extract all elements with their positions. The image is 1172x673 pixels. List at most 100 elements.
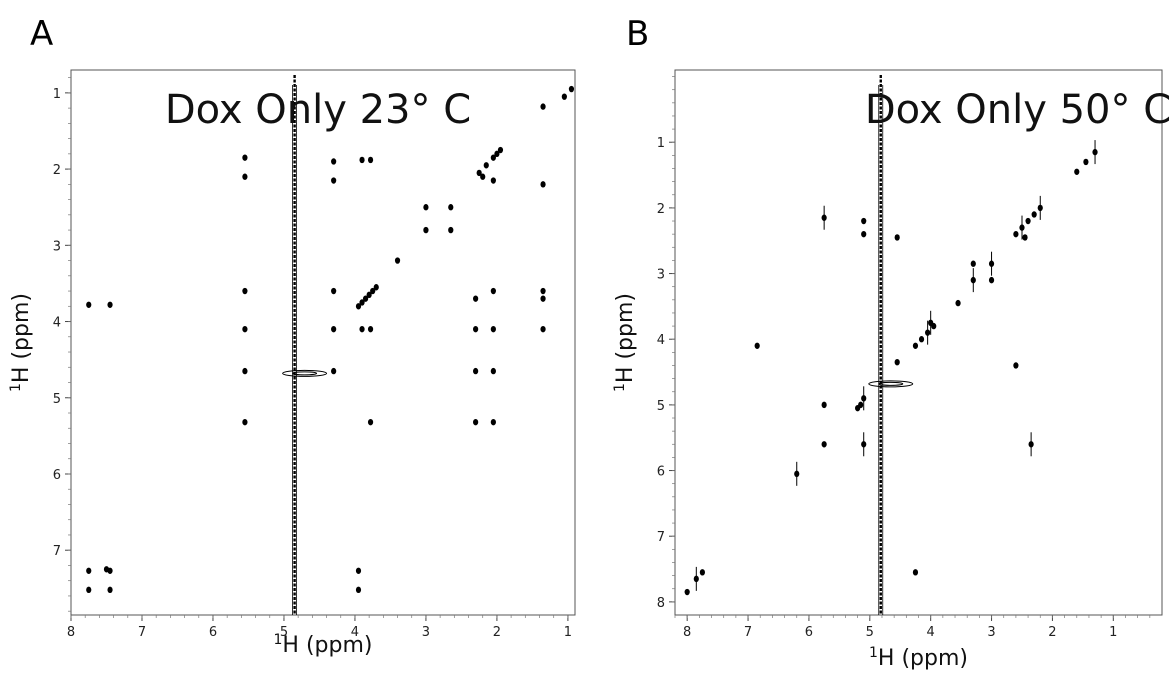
cross-peak [480,173,486,180]
x-tick-label: 2 [1048,625,1056,640]
cross-peak [912,342,919,349]
cross-peak [1022,234,1028,241]
x-tick-label: 6 [209,625,217,640]
solvent-ridge [878,381,904,386]
x-tick-label: 4 [927,625,935,640]
cross-peak [423,226,429,234]
cross-peak [473,325,479,333]
x-axis-label: 1H (ppm) [274,632,373,658]
x-axis-label: 1H (ppm) [869,645,968,671]
cross-peak [394,257,401,264]
cross-peak [331,367,337,375]
x-tick-label: 7 [138,625,146,640]
x-tick-label: 8 [683,625,691,640]
y-tick-label: 3 [53,239,61,254]
x-tick-label: 5 [866,625,874,640]
cross-peak [861,230,867,238]
cross-peak [367,156,374,164]
cross-peak [540,325,546,333]
cross-peak [362,295,369,302]
cross-peak [918,336,925,343]
y-tick-label: 2 [53,163,61,178]
chart-panel-a: 8 7 6 5 4 3 2 1 1 2 3 4 5 6 7 Dox Only 23° C 1H (ppm) 1H … [8,69,576,658]
cross-peak [86,301,92,308]
cross-peak [242,154,248,161]
y-tick-label: 1 [53,87,61,102]
panel-label-b: B [626,14,650,54]
cross-peak [107,586,113,594]
chart-panel-b: 8 7 6 5 4 3 2 1 1 2 3 4 5 6 7 8 Dox Only 50° C 1H (ppm) 1H… [612,69,1171,671]
cross-peak [988,276,995,284]
cross-peak [754,342,760,349]
cross-peak [497,146,504,154]
cross-peak [540,287,546,295]
x-tick-label: 4 [351,625,359,640]
cross-peak [423,204,429,211]
cross-peak [107,301,113,308]
cross-peak [242,325,248,333]
cross-peak [561,93,567,100]
cross-peak [970,260,976,267]
cross-peak [355,586,362,594]
cross-peak [366,291,372,299]
cross-peak [483,162,489,169]
cross-peak [684,588,690,596]
cross-peak [103,566,110,573]
cross-peak [1025,217,1031,225]
plot-frame [70,69,576,616]
cross-peak [86,586,92,594]
x-tick-label: 5 [280,625,288,640]
cross-peak [855,404,861,412]
chart-title: Dox Only 50° C [865,87,1171,133]
cross-peak [331,177,337,184]
cross-peak [242,287,248,295]
cross-peak [821,441,827,448]
plot-frame [674,69,1163,616]
x-tick-label: 2 [493,625,501,640]
cross-peak [490,325,496,333]
y-axis-label: 1H (ppm) [8,293,34,392]
cross-peak [490,177,496,184]
cross-peak [540,181,546,188]
cross-peak [359,325,365,333]
cross-peak [494,150,500,158]
x-tick-label: 3 [422,625,430,640]
cross-peak [490,418,496,426]
cross-peak [355,303,362,310]
y-tick-label: 3 [657,268,665,283]
chart-title: Dox Only 23° C [165,87,471,133]
cross-peak [699,569,705,576]
y-tick-label: 4 [53,316,61,331]
cross-peak [473,295,479,302]
cross-peak [331,325,337,333]
cross-peak [955,299,961,307]
y-tick-label: 8 [657,596,665,611]
y-tick-label: 6 [53,468,61,483]
cross-peak [367,325,374,333]
cross-peak [242,367,248,375]
cross-peak [894,358,900,366]
cross-peak [1013,230,1019,238]
cross-peak [242,173,248,180]
y-tick-label: 1 [657,136,665,151]
cross-peak [490,287,496,295]
cross-peak [86,567,92,574]
solvent-ridge [282,369,328,377]
solvent-ridge [868,380,914,388]
cross-peak [1074,168,1080,175]
cross-peak [373,284,379,291]
cross-peak [1031,211,1037,218]
cross-peak [476,169,482,177]
solvent-ridge [292,371,318,376]
cross-peak [367,418,374,426]
y-tick-label: 7 [657,530,665,545]
y-tick-label: 2 [657,202,665,217]
y-tick-label: 5 [53,392,61,407]
cross-peak [540,103,546,110]
cross-peak [912,569,919,576]
y-axis-label: 1H (ppm) [612,293,638,392]
y-tick-label: 5 [657,399,665,414]
cross-peak [473,418,479,426]
panel-label-a: A [30,14,54,54]
